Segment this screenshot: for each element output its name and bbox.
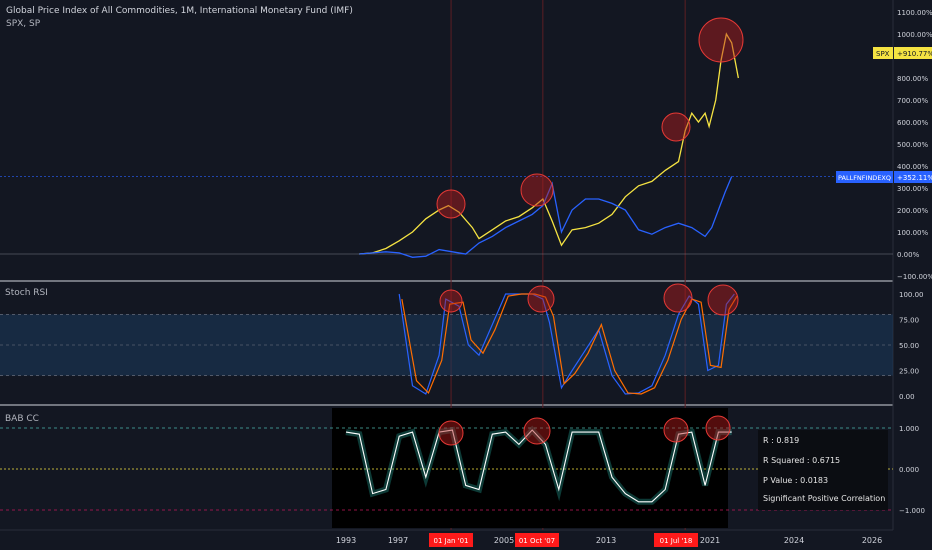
spx-value-label: +910.77%: [897, 50, 932, 58]
date-label: 01 Jan '01: [434, 537, 469, 545]
y-tick-label: −100.00%: [897, 273, 932, 281]
bab-cc-label: BAB CC: [5, 414, 39, 424]
highlight-circle: [520, 173, 554, 207]
r-value: R : 0.819: [763, 436, 800, 445]
rsi-tick-label: 75.00: [899, 317, 919, 325]
bab-tick-label: 1.000: [899, 425, 919, 433]
spx-badge: [873, 47, 893, 59]
rsi-tick-label: 100.00: [899, 291, 924, 299]
stoch-rsi-label: Stoch RSI: [5, 288, 48, 298]
chart-subtitle: SPX, SP: [6, 19, 41, 29]
x-tick-label: 1997: [388, 536, 408, 545]
y-tick-label: 100.00%: [897, 229, 928, 237]
index-badge: [836, 171, 893, 183]
x-tick-label: 2026: [862, 536, 882, 545]
date-label: 01 Oct '07: [519, 537, 555, 545]
bab-tick-label: 0.000: [899, 466, 919, 474]
y-tick-label: 500.00%: [897, 141, 928, 149]
spx-value-badge: [894, 47, 932, 59]
highlight-circle: [705, 415, 731, 441]
highlight-circle: [663, 283, 693, 313]
date-label-bg: [515, 533, 559, 547]
y-tick-label: 0.00%: [897, 251, 920, 259]
index-badge-label: PALLFNFINDEXQ: [838, 174, 891, 182]
y-tick-label: 600.00%: [897, 119, 928, 127]
highlight-circle: [663, 417, 689, 443]
date-label-bg: [654, 533, 698, 547]
rsi-tick-label: 50.00: [899, 342, 919, 350]
x-tick-label: 2005: [494, 536, 514, 545]
highlight-circle: [523, 417, 551, 445]
y-tick-label: 400.00%: [897, 163, 928, 171]
p-value: P Value : 0.0183: [763, 476, 829, 485]
highlight-circle: [527, 285, 555, 313]
highlight-circle: [707, 284, 739, 316]
x-tick-label: 2024: [784, 536, 804, 545]
y-tick-label: 1000.00%: [897, 31, 932, 39]
spx-badge-label: SPX: [876, 50, 890, 58]
x-tick-label: 2021: [700, 536, 720, 545]
bab-line: [345, 429, 732, 503]
x-tick-label: 1993: [336, 536, 356, 545]
y-tick-label: 1100.00%: [897, 9, 932, 17]
date-label: 01 Jul '18: [660, 537, 693, 545]
rsi-d-line: [401, 293, 738, 395]
rsi-tick-label: 0.00: [899, 393, 915, 401]
highlight-circle: [439, 289, 463, 313]
y-tick-label: 800.00%: [897, 75, 928, 83]
rsi-k-line: [398, 293, 735, 395]
index-line: [359, 176, 733, 258]
bab-tick-label: −1.000: [899, 507, 925, 515]
highlight-circle: [661, 112, 691, 142]
chart-title: Global Price Index of All Commodities, 1…: [6, 6, 353, 16]
spx-line: [359, 32, 739, 255]
x-tick-label: 2013: [596, 536, 616, 545]
y-tick-label: 300.00%: [897, 185, 928, 193]
y-tick-label: 200.00%: [897, 207, 928, 215]
correlation-note: Significant Positive Correlation: [763, 494, 886, 503]
correlation-stats-box: R : 0.819 R Squared : 0.6715 P Value : 0…: [758, 430, 888, 510]
date-label-bg: [429, 533, 473, 547]
highlight-circle: [438, 420, 464, 446]
index-value-badge: [894, 171, 932, 183]
rsi-tick-label: 25.00: [899, 368, 919, 376]
y-tick-label: 700.00%: [897, 97, 928, 105]
highlight-circle: [436, 189, 466, 219]
r-squared-value: R Squared : 0.6715: [763, 456, 841, 465]
index-value-label: +352.11%: [897, 174, 932, 182]
highlight-circle: [698, 17, 744, 63]
